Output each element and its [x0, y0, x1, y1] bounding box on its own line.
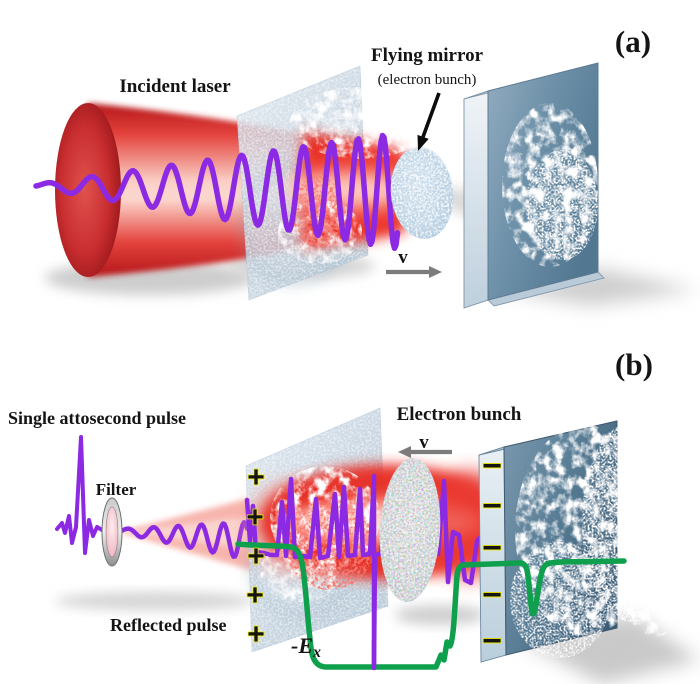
slab-b-feather-spill: [613, 453, 697, 637]
positive-charge-icon: +: [247, 540, 265, 573]
mid-shadow-b: [395, 605, 485, 625]
reflected-pulse-train: [244, 473, 504, 669]
positive-charge-icon: +: [246, 501, 264, 534]
negative-charge-icon: −: [482, 487, 502, 525]
beam-shadow-b: [55, 592, 255, 610]
flying-mirror-label: Flying mirror: [371, 45, 484, 66]
panel-b-tag: (b): [615, 347, 653, 382]
incident-wave-a: [33, 132, 401, 252]
reflected-pulse-label: Reflected pulse: [110, 615, 226, 635]
ex-field-label-main: -E: [291, 633, 313, 658]
spray-red-low: [292, 176, 344, 248]
attosecond-pulse-spike: [55, 435, 104, 555]
slab-b-feather-low: [510, 542, 610, 658]
negative-charge-icon: −: [482, 576, 502, 614]
electron-bunch-a: [390, 147, 454, 239]
negative-charge-icon: −: [482, 447, 502, 485]
slab-a-feather-2: [526, 150, 598, 260]
lens-inner: [105, 506, 119, 558]
mirror-slab-a: [463, 62, 605, 309]
slab-a-left-face: [463, 90, 489, 309]
velocity-arrow-b: [398, 446, 452, 458]
ex-field-label: -Ex: [291, 633, 321, 661]
panel-a: Incident laser Flying mirror (electron b…: [33, 24, 698, 309]
mirror-slab-b: [478, 420, 697, 663]
negative-charges: − − − − −: [481, 446, 502, 661]
positive-charge-icon: +: [246, 579, 264, 612]
filter-label: Filter: [96, 480, 137, 499]
bunch-a-grain-white: [390, 147, 454, 239]
filtered-wave-b: [118, 520, 250, 559]
negative-charge-icon: −: [482, 529, 502, 567]
panel-a-tag: (a): [615, 24, 651, 59]
attosecond-pulse-label: Single attosecond pulse: [8, 408, 186, 428]
ex-field-label-sub: x: [312, 644, 321, 661]
incident-laser-label: Incident laser: [119, 76, 231, 97]
positive-charge-icon: +: [247, 618, 265, 651]
flying-mirror-arrow: [417, 92, 441, 151]
panel-b: + + + + + − − − − − Single attosecond pu…: [8, 347, 700, 684]
filter-lens: [101, 497, 123, 567]
positive-charge-icon: +: [247, 461, 265, 494]
ex-field-curve: [235, 541, 627, 670]
velocity-label-a: v: [398, 247, 408, 268]
laser-end-cap: [55, 103, 121, 277]
velocity-label-b: v: [419, 432, 429, 453]
negative-charge-icon: −: [482, 622, 502, 660]
positive-charges: + + + + +: [245, 460, 265, 652]
electron-bunch-label: Electron bunch: [397, 404, 522, 425]
flying-mirror-sublabel: (electron bunch): [378, 72, 477, 88]
electron-bunch-b: [379, 458, 441, 602]
slab-shadow-a: [500, 268, 698, 306]
bunch-b-grain-white: [379, 458, 441, 602]
spray-white-top: [290, 87, 430, 159]
velocity-arrow-a: [386, 266, 442, 278]
